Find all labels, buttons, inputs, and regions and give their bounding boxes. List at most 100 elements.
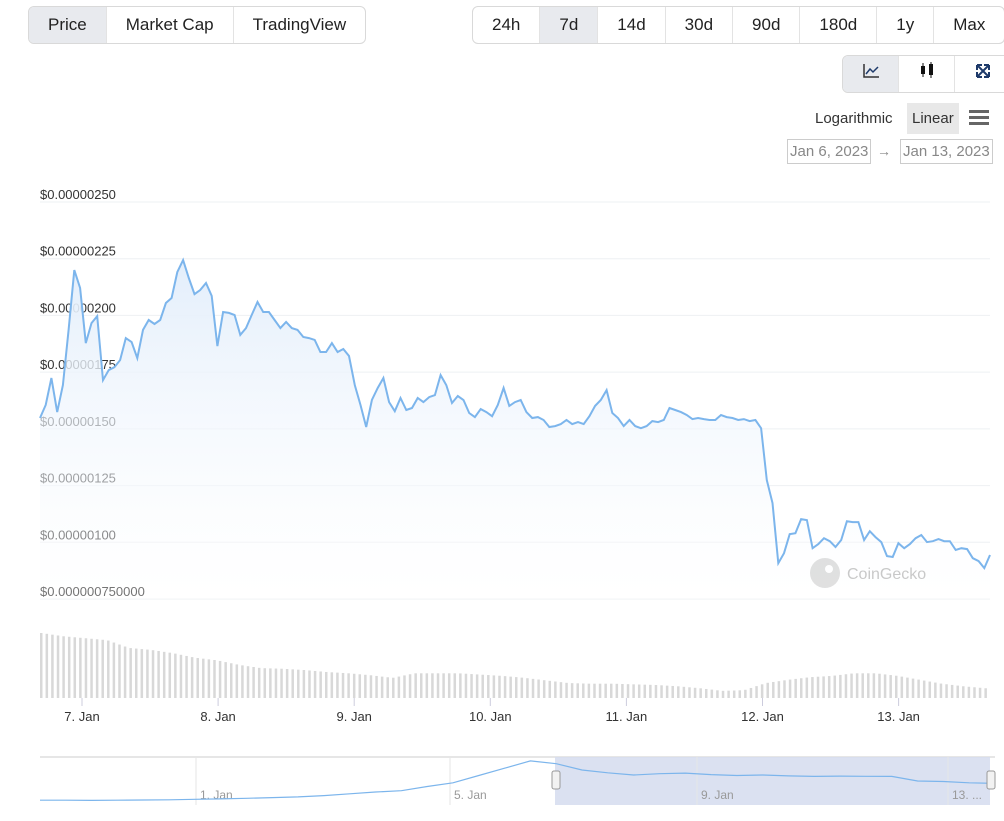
volume-bar bbox=[822, 676, 825, 698]
volume-bar bbox=[459, 673, 462, 698]
volume-bar bbox=[302, 669, 306, 698]
navigator-handle-right[interactable] bbox=[986, 770, 996, 790]
volume-bar bbox=[811, 677, 814, 698]
volume-bar bbox=[79, 637, 82, 698]
volume-bar bbox=[280, 668, 283, 698]
volume-bar bbox=[788, 679, 792, 698]
volume-bar bbox=[850, 673, 853, 698]
volume-bar bbox=[855, 673, 859, 698]
range-180d[interactable]: 180d bbox=[800, 7, 878, 43]
x-tick-label: 10. Jan bbox=[469, 709, 512, 724]
volume-bar bbox=[157, 651, 160, 698]
volume-bar bbox=[939, 683, 943, 698]
volume-bar bbox=[867, 673, 870, 698]
volume-bar bbox=[559, 682, 563, 698]
y-tick-label: $0.00000225 bbox=[40, 244, 116, 259]
volume-bar bbox=[610, 683, 613, 698]
volume-bar bbox=[878, 673, 881, 698]
volume-bar bbox=[352, 673, 356, 698]
line-chart-button[interactable] bbox=[843, 56, 899, 92]
volume-bar bbox=[40, 633, 43, 698]
volume-bar bbox=[978, 687, 982, 698]
volume-bar bbox=[688, 687, 691, 698]
volume-bar bbox=[548, 680, 552, 698]
logarithmic-toggle[interactable]: Logarithmic bbox=[815, 110, 893, 127]
candlestick-button[interactable] bbox=[899, 56, 955, 92]
range-30d[interactable]: 30d bbox=[666, 7, 734, 43]
volume-bar bbox=[263, 668, 267, 698]
navigator-tick-label: 9. Jan bbox=[701, 788, 734, 802]
linear-toggle[interactable]: Linear bbox=[907, 103, 959, 134]
volume-bar bbox=[414, 673, 417, 698]
price-area-fill bbox=[40, 260, 990, 599]
volume-bar bbox=[755, 686, 758, 698]
volume-bar bbox=[526, 678, 529, 698]
date-from-input[interactable]: Jan 6, 2023 bbox=[787, 139, 872, 164]
range-24h[interactable]: 24h bbox=[473, 7, 541, 43]
volume-bar bbox=[420, 673, 423, 698]
volume-bar bbox=[151, 650, 155, 698]
tab-market-cap[interactable]: Market Cap bbox=[107, 7, 234, 43]
x-tick-label: 7. Jan bbox=[64, 709, 99, 724]
volume-bar bbox=[833, 675, 837, 698]
date-arrow: → bbox=[877, 143, 891, 159]
y-tick-label: $0.00000100 bbox=[40, 527, 116, 542]
volume-bar bbox=[632, 684, 635, 698]
volume-bar bbox=[732, 690, 736, 698]
volume-bar bbox=[677, 686, 680, 698]
date-to-input[interactable]: Jan 13, 2023 bbox=[900, 139, 993, 164]
volume-bar bbox=[498, 675, 501, 698]
volume-bar bbox=[325, 671, 328, 698]
volume-bar bbox=[84, 638, 88, 698]
volume-bar bbox=[654, 684, 658, 698]
x-tick-label: 13. Jan bbox=[877, 709, 920, 724]
volume-bar bbox=[392, 677, 395, 698]
candlestick-icon bbox=[918, 56, 936, 92]
volume-bar bbox=[598, 683, 602, 698]
chart-type-selector bbox=[842, 55, 1004, 93]
volume-bar bbox=[202, 658, 205, 698]
x-tick-label: 9. Jan bbox=[336, 709, 371, 724]
volume-bar bbox=[604, 683, 607, 698]
volume-bar bbox=[285, 669, 289, 698]
volume-bar bbox=[693, 687, 697, 698]
range-max[interactable]: Max bbox=[953, 15, 986, 34]
fullscreen-button[interactable] bbox=[955, 56, 1004, 92]
navigator-selection[interactable] bbox=[555, 757, 990, 805]
svg-text:CoinGecko: CoinGecko bbox=[847, 566, 926, 583]
y-tick-label: $0.00000250 bbox=[40, 187, 116, 202]
tab-tradingview[interactable]: TradingView bbox=[252, 15, 347, 34]
tab-price[interactable]: Price bbox=[29, 7, 107, 43]
volume-bar bbox=[358, 674, 362, 698]
volume-bar bbox=[475, 674, 479, 698]
volume-bar bbox=[51, 634, 54, 698]
range-7d[interactable]: 7d bbox=[540, 7, 599, 43]
volume-bar bbox=[442, 673, 445, 698]
volume-bar bbox=[861, 673, 864, 698]
volume-bar bbox=[515, 677, 518, 698]
range-90d[interactable]: 90d bbox=[733, 7, 801, 43]
volume-bar bbox=[297, 669, 300, 698]
volume-bar bbox=[900, 676, 904, 698]
y-tick-label: $0.00000150 bbox=[40, 414, 116, 429]
navigator-handle-left[interactable] bbox=[551, 770, 561, 790]
volume-bar bbox=[520, 677, 524, 698]
volume-bar bbox=[570, 683, 574, 698]
hamburger-menu-icon[interactable] bbox=[969, 110, 989, 125]
y-tick-label: $0.00000200 bbox=[40, 300, 116, 315]
volume-bar bbox=[487, 675, 490, 698]
volume-bar bbox=[162, 651, 166, 698]
volume-bar bbox=[760, 684, 764, 698]
volume-bar bbox=[626, 684, 630, 698]
volume-bar bbox=[906, 677, 909, 698]
volume-bar bbox=[336, 672, 339, 698]
x-tick-label: 11. Jan bbox=[606, 709, 648, 724]
x-tick-label: 8. Jan bbox=[200, 709, 235, 724]
range-14d[interactable]: 14d bbox=[598, 7, 666, 43]
volume-bar bbox=[531, 678, 535, 698]
volume-bar bbox=[179, 654, 183, 698]
range-1y[interactable]: 1y bbox=[877, 7, 935, 43]
navigator-tick-label: 5. Jan bbox=[454, 788, 487, 802]
volume-bar bbox=[174, 653, 177, 698]
volume-bar bbox=[375, 675, 378, 698]
